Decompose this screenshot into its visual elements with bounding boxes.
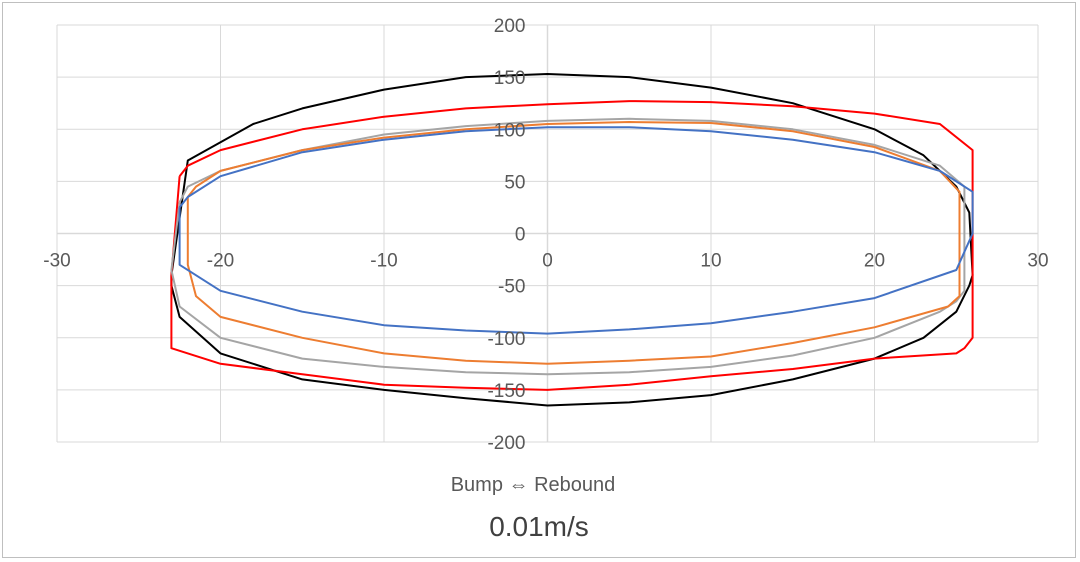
series-line-black (170, 73, 974, 407)
series-line-blue (178, 126, 974, 335)
x-tick-label: -20 (207, 251, 234, 272)
series-line-red (170, 100, 974, 391)
x-tick-labels: -30 -20 -10 0 10 20 30 (43, 251, 1048, 272)
x-tick-label: 0 (542, 251, 553, 272)
y-tick-label: -50 (498, 277, 525, 298)
x-tick-label: 20 (864, 251, 885, 272)
x-tick-label: 10 (700, 251, 721, 272)
y-tick-label: 50 (504, 172, 525, 193)
y-tick-label: 0 (515, 225, 526, 246)
y-tick-label: 150 (494, 68, 526, 89)
y-tick-label: 200 (494, 16, 526, 37)
series-line-orange (186, 121, 961, 365)
series-line-gray (170, 117, 966, 376)
y-tick-label: -200 (487, 433, 525, 454)
series-group (170, 73, 974, 407)
x-axis-label: Bump ⇔ Rebound (451, 474, 616, 496)
chart-title: 0.01m/s (489, 511, 589, 542)
x-tick-label: -30 (43, 251, 70, 272)
x-tick-label: -10 (370, 251, 397, 272)
y-tick-label: -150 (487, 381, 525, 402)
y-tick-label: 100 (494, 120, 526, 141)
y-tick-labels: -200 -150 -100 -50 0 50 100 150 200 (487, 16, 525, 454)
gridlines (56, 24, 1039, 443)
y-tick-label: -100 (487, 329, 525, 350)
x-tick-label: 30 (1027, 251, 1048, 272)
